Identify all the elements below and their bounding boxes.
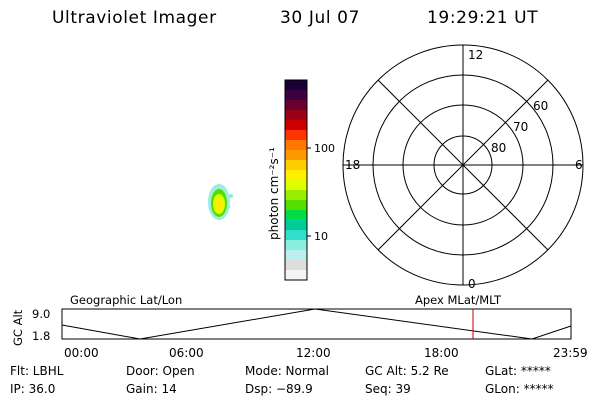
status-dsp: Dsp: −89.9 <box>245 382 313 396</box>
colorbar-frame <box>284 79 308 281</box>
status-glon: GLon: ***** <box>485 382 554 396</box>
colorbar-segment <box>285 130 307 141</box>
status-seq: Seq: 39 <box>365 382 411 396</box>
time-tick-1200: 12:00 <box>296 346 331 360</box>
colorbar-segment <box>285 230 307 241</box>
colorbar-segment <box>285 250 307 261</box>
colorbar-segment <box>285 200 307 211</box>
apex-caption: Apex MLat/MLT <box>415 293 502 307</box>
colorbar-tick-label-10: 10 <box>314 230 328 243</box>
mlt-label-18: 18 <box>345 158 360 172</box>
colorbar-segment <box>285 90 307 101</box>
lat-label-80: 80 <box>491 141 506 155</box>
mlt-label-12: 12 <box>468 48 483 62</box>
polar-plot <box>342 44 584 286</box>
time-tick-0600: 06:00 <box>169 346 204 360</box>
geographic-caption: Geographic Lat/Lon <box>70 293 182 307</box>
status-glat: GLat: ***** <box>485 364 551 378</box>
colorbar-segment <box>285 180 307 191</box>
colorbar-segment <box>285 220 307 231</box>
status-gc-alt: GC Alt: 5.2 Re <box>365 364 449 378</box>
colorbar-segment <box>285 80 307 91</box>
mlt-label-6: 6 <box>575 158 583 172</box>
colorbar-segment <box>285 260 307 271</box>
timeline-frame <box>61 308 572 340</box>
date-label: 30 Jul 07 <box>280 8 360 28</box>
mlt-label-0: 0 <box>468 277 476 291</box>
uv-emission-blob <box>208 184 233 220</box>
timeline-ylabel: GC Alt <box>11 309 25 346</box>
time-label: 19:29:21 UT <box>427 8 539 28</box>
colorbar-segment <box>285 240 307 251</box>
alt-tick-9: 9.0 <box>32 307 50 321</box>
colorbar-segment <box>285 140 307 151</box>
instrument-title: Ultraviolet Imager <box>52 8 217 28</box>
colorbar-segment <box>285 190 307 201</box>
status-ip: IP: 36.0 <box>10 382 56 396</box>
status-gain: Gain: 14 <box>126 382 177 396</box>
altitude-trace <box>61 308 572 340</box>
colorbar-segment <box>285 110 307 121</box>
lat-label-70: 70 <box>513 120 528 134</box>
status-filter: Flt: LBHL <box>10 364 64 378</box>
polar-diagonal-2 <box>377 79 549 251</box>
colorbar-units-label: photon cm⁻²s⁻¹ <box>267 147 281 240</box>
status-mode: Mode: Normal <box>245 364 329 378</box>
colorbar-tick-label-100: 100 <box>314 142 335 155</box>
colorbar-segment <box>285 210 307 221</box>
status-door: Door: Open <box>126 364 195 378</box>
time-tick-0000: 00:00 <box>64 346 99 360</box>
time-tick-1800: 18:00 <box>424 346 459 360</box>
colorbar-segment <box>285 270 307 281</box>
colorbar-segment <box>285 100 307 111</box>
colorbar-segment <box>285 170 307 181</box>
colorbar-segment <box>285 120 307 131</box>
colorbar <box>285 80 307 281</box>
colorbar-segment <box>285 150 307 161</box>
alt-tick-1.8: 1.8 <box>32 329 50 343</box>
time-tick-2359: 23:59 <box>553 346 588 360</box>
colorbar-segment <box>285 160 307 171</box>
lat-label-60: 60 <box>533 99 548 113</box>
